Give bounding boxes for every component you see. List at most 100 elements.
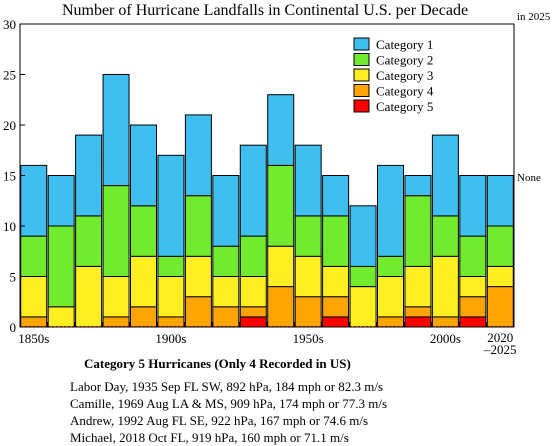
y-tick-label: 5 [10,270,17,285]
bar-category-1 [102,74,130,187]
bar-category-4 [20,316,48,328]
bar-category-3 [349,286,377,328]
note-line: Camille, 1969 Aug LA & MS, 909 hPa, 174 … [70,396,388,411]
bar-category-3 [47,306,75,328]
bar-category-4 [322,296,350,318]
bar-category-4 [267,286,295,328]
legend-swatch [353,37,370,51]
bar-category-2 [486,225,514,267]
bar-category-4 [157,316,185,328]
bar-category-4 [459,296,487,318]
bar-category-2 [377,255,404,277]
bar-category-2 [102,185,130,278]
bar-category-3 [322,265,350,298]
y-tick-label: 0 [10,320,17,335]
bar-category-2 [349,265,377,288]
bar-category-1 [130,124,157,207]
bar-category-3 [157,276,185,318]
bar-category-2 [459,235,487,278]
bar-category-2 [157,255,185,277]
x-tick-label: 1950s [293,331,324,346]
x-tick-label: 2000s [430,331,461,346]
bar-category-4 [102,316,130,328]
bar-category-2 [20,235,48,278]
y-tick-label: 30 [3,17,16,32]
y-tick-label: 25 [3,68,16,83]
bars-layer [20,74,514,328]
x-tick-label: 2020 [487,330,513,345]
bar-category-3 [459,276,487,298]
bar-category-1 [404,175,432,197]
bar-category-1 [349,205,377,267]
legend-swatch [353,68,370,82]
legend-swatch [353,99,370,113]
bar-category-3 [130,255,157,308]
bar-category-3 [267,245,295,288]
bar-category-4 [239,306,267,318]
legend-label: Category 5 [376,99,433,114]
bar-category-3 [486,265,514,288]
bar-category-1 [212,175,240,247]
bar-category-4 [431,316,459,328]
bar-category-5 [404,316,432,328]
bar-category-4 [130,306,157,328]
x-axis: 1850s 1900s 1950s 2000s 2020–2025 [18,322,517,356]
bar-category-2 [404,195,432,267]
bar-category-2 [431,215,459,257]
bar-category-4 [294,296,322,328]
bar-category-1 [267,94,295,166]
bar-category-1 [239,144,267,237]
note-line: Michael, 2018 Oct FL, 919 hPa, 160 mph o… [70,430,349,445]
bar-category-1 [486,175,514,227]
corner-note: in 2025 [517,11,551,23]
bar-category-3 [102,276,130,318]
y-axis: 0 5 10 15 20 25 30 [3,17,25,335]
bar-category-1 [47,175,75,227]
x-tick-label: 1900s [155,331,186,346]
bar-category-2 [75,215,103,267]
bar-category-1 [459,175,487,237]
bar-category-3 [212,276,240,308]
bar-category-3 [20,276,48,318]
bar-category-5 [322,316,350,328]
bar-category-1 [431,134,459,217]
bar-category-4 [377,316,404,328]
right-note: None [517,172,541,184]
bar-category-1 [377,164,404,257]
bar-category-4 [486,286,514,328]
bar-category-2 [212,245,240,277]
bar-category-2 [294,215,322,257]
bar-category-4 [404,306,432,318]
legend-label: Category 3 [376,68,433,83]
notes-heading: Category 5 Hurricanes (Only 4 Recorded i… [84,356,351,371]
bar-category-3 [75,265,103,328]
bar-category-2 [267,164,295,247]
x-tick-label: –2025 [483,342,517,356]
bar-category-1 [322,175,350,217]
legend-swatch [353,84,370,97]
bar-category-2 [47,225,75,308]
bar-category-2 [239,235,267,278]
bar-category-1 [20,164,48,237]
legend-label: Category 4 [376,84,434,99]
bar-category-3 [377,276,404,318]
bar-category-1 [157,154,185,257]
bar-category-3 [404,265,432,308]
bar-category-4 [212,306,240,328]
bar-category-2 [184,195,212,257]
bar-category-5 [459,316,487,328]
chart-title: Number of Hurricane Landfalls in Contine… [62,2,468,19]
bar-category-1 [75,134,103,217]
bar-category-4 [184,296,212,328]
legend-label: Category 1 [376,37,433,52]
x-tick-label: 1850s [18,331,49,346]
bar-category-3 [294,255,322,298]
legend-swatch [353,53,370,66]
bar-category-1 [294,144,322,217]
bar-category-3 [184,255,212,298]
bar-category-3 [239,276,267,308]
note-line: Andrew, 1992 Aug FL SE, 922 hPa, 167 mph… [70,413,369,428]
bar-category-1 [184,114,212,197]
note-line: Labor Day, 1935 Sep FL SW, 892 hPa, 184 … [70,379,384,394]
